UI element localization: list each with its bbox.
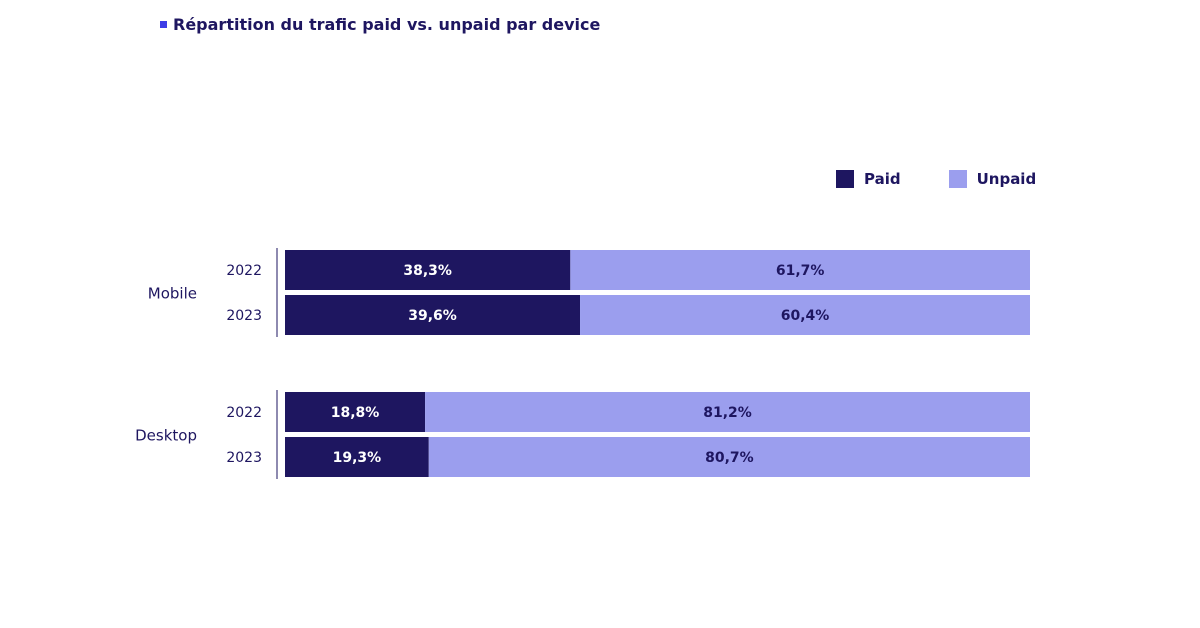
bar-segment-paid bbox=[285, 250, 571, 290]
bar-segment-unpaid bbox=[428, 437, 1030, 477]
group-label: Mobile bbox=[148, 285, 197, 303]
legend-swatch-unpaid bbox=[948, 170, 967, 188]
title-bullet-icon bbox=[160, 20, 167, 28]
year-label: 2022 bbox=[226, 263, 262, 279]
chart-title-text: Répartition du trafic paid vs. unpaid pa… bbox=[173, 14, 601, 34]
bar-segment-paid bbox=[285, 437, 429, 477]
data-label-paid: 19,3% bbox=[333, 450, 382, 466]
bar-segment-unpaid bbox=[580, 295, 1030, 335]
bar-segment-paid bbox=[285, 392, 426, 432]
year-label: 2023 bbox=[226, 450, 262, 466]
legend-item-paid: Paid bbox=[836, 170, 901, 188]
data-label-paid: 38,3% bbox=[403, 263, 452, 279]
legend-item-unpaid: Unpaid bbox=[948, 170, 1037, 188]
data-label-paid: 18,8% bbox=[331, 405, 380, 421]
data-label-unpaid: 81,2% bbox=[703, 405, 752, 421]
group-label: Desktop bbox=[135, 427, 197, 445]
bar-segment-paid bbox=[285, 295, 581, 335]
bar-segment-unpaid bbox=[570, 250, 1030, 290]
year-label: 2023 bbox=[226, 308, 262, 324]
legend: Paid Unpaid bbox=[836, 170, 1036, 188]
data-label-unpaid: 60,4% bbox=[781, 308, 830, 324]
legend-label-unpaid: Unpaid bbox=[976, 170, 1037, 188]
bar-segment-unpaid bbox=[425, 392, 1030, 432]
year-label: 2022 bbox=[226, 405, 262, 421]
legend-label-paid: Paid bbox=[864, 170, 901, 188]
chart-title: Répartition du trafic paid vs. unpaid pa… bbox=[160, 12, 600, 36]
data-label-unpaid: 61,7% bbox=[776, 263, 825, 279]
data-label-paid: 39,6% bbox=[408, 308, 457, 324]
data-label-unpaid: 80,7% bbox=[705, 450, 754, 466]
legend-swatch-paid bbox=[836, 170, 854, 188]
